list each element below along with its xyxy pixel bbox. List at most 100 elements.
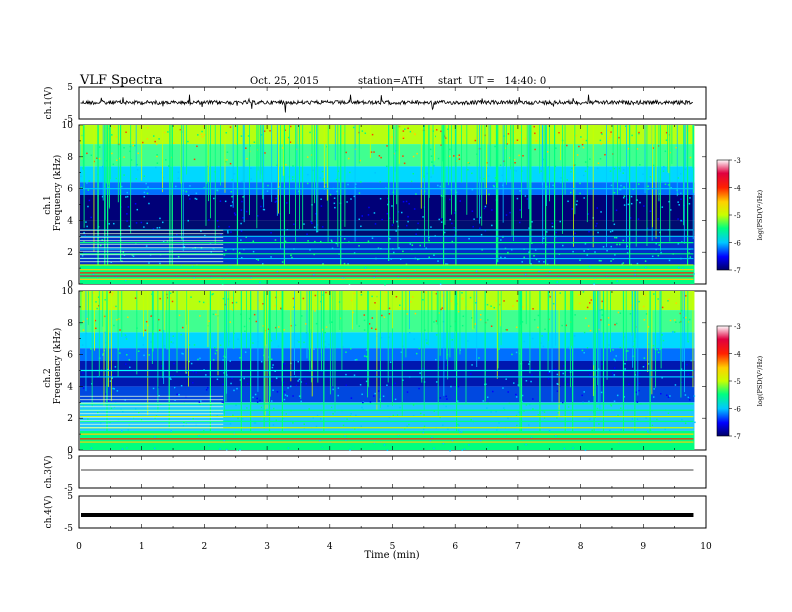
- spectrogram-speckle: [596, 222, 598, 225]
- spectrogram-speckle: [489, 143, 491, 145]
- spectrogram-speckle: [120, 408, 122, 411]
- spectrogram-speckle: [636, 199, 638, 201]
- spectrogram-speckle: [201, 130, 203, 133]
- spectrogram-speckle: [688, 202, 691, 205]
- spectrogram-speckle: [415, 352, 418, 355]
- spectrogram-speckle: [169, 297, 172, 299]
- spectrogram-speckle: [523, 410, 525, 412]
- spectrogram-speckle: [684, 168, 687, 171]
- spectrogram-speckle: [653, 388, 655, 390]
- spectrogram-speckle: [556, 390, 559, 392]
- spectrogram-speckle: [231, 204, 233, 207]
- spectrogram-speckle: [490, 325, 493, 327]
- spectrogram-speckle: [446, 398, 448, 400]
- date-label: Oct. 25, 2015: [250, 76, 319, 87]
- spectrogram-speckle: [397, 275, 399, 278]
- spectrogram-speckle: [269, 130, 271, 132]
- spectrogram-speckle: [300, 447, 302, 450]
- spectrogram-speckle: [256, 149, 259, 151]
- spectrogram-speckle: [160, 365, 163, 367]
- spectrogram-speckle: [158, 226, 161, 229]
- spectrogram-speckle: [275, 197, 277, 200]
- spectrogram-speckle: [198, 437, 200, 439]
- spectrogram-speckle: [646, 227, 649, 230]
- spectrogram-speckle: [528, 251, 530, 254]
- spectrogram-speckle: [578, 302, 581, 305]
- spectrogram-speckle: [405, 200, 408, 203]
- spectrogram-speckle: [638, 389, 640, 392]
- spectrogram-speckle: [303, 223, 305, 225]
- spectrogram-speckle: [129, 150, 131, 153]
- spectrogram-speckle: [623, 396, 626, 398]
- spectrogram-speckle: [438, 312, 441, 314]
- spectrogram-speckle: [600, 132, 603, 134]
- spectrogram-speckle: [581, 349, 584, 352]
- spectrogram-speckle: [101, 195, 104, 198]
- spectrogram-speckle: [187, 194, 190, 197]
- spectrogram-speckle: [379, 281, 381, 283]
- spectrogram-speckle: [81, 255, 84, 257]
- spectrogram-speckle: [409, 130, 412, 133]
- spectrogram-speckle: [274, 370, 276, 372]
- spectrogram-speckle: [102, 353, 105, 355]
- spectrogram-speckle: [493, 306, 496, 309]
- spectrogram-speckle: [223, 254, 226, 256]
- spectrogram-speckle: [368, 323, 371, 325]
- spectrogram-speckle: [440, 194, 443, 197]
- spectrogram-speckle: [467, 340, 469, 342]
- spectrogram-speckle: [183, 421, 185, 424]
- spectrogram-speckle: [381, 218, 383, 221]
- spectrogram-speckle: [346, 418, 348, 420]
- spectrogram-speckle: [648, 343, 650, 346]
- spectrogram-speckle: [661, 377, 663, 379]
- spectrogram-speckle: [359, 383, 362, 386]
- spectrogram-speckle: [483, 177, 485, 180]
- spectrogram-speckle: [531, 374, 533, 376]
- spectrogram-band: [80, 310, 695, 333]
- spectrogram-speckle: [694, 421, 696, 424]
- spectrogram-speckle: [283, 391, 286, 393]
- spectrogram-speckle: [661, 206, 664, 208]
- spectrogram-speckle: [143, 195, 146, 198]
- colorbar-tick-label: -7: [734, 267, 741, 275]
- spectrogram-speckle: [684, 295, 687, 297]
- spectrogram-speckle: [548, 430, 551, 432]
- spectrogram-speckle: [221, 283, 224, 285]
- spectrogram-speckle: [103, 315, 106, 318]
- spectrogram-speckle: [437, 260, 439, 262]
- spectrogram-speckle: [144, 329, 147, 332]
- spectrogram-speckle: [368, 206, 370, 209]
- spectrogram-speckle: [202, 301, 205, 304]
- spectrogram-speckle: [275, 377, 278, 380]
- spectrogram-speckle: [189, 198, 191, 200]
- spectrogram-speckle: [313, 226, 316, 229]
- spectrogram-speckle: [443, 231, 446, 234]
- spectrogram-speckle: [125, 131, 127, 134]
- spectrogram-speckle: [128, 225, 131, 228]
- spectrogram-speckle: [534, 148, 536, 151]
- spectrogram-speckle: [661, 334, 664, 336]
- spectrogram-speckle: [292, 422, 294, 424]
- spectrogram-speckle: [310, 220, 312, 223]
- spectrogram-speckle: [582, 291, 585, 293]
- spectrogram-speckle: [677, 218, 679, 220]
- spectrogram-speckle: [345, 384, 347, 386]
- spectrogram-speckle: [302, 297, 305, 300]
- spectrogram-speckle: [639, 164, 641, 166]
- spectrogram-speckle: [95, 327, 97, 330]
- spectrogram-speckle: [516, 139, 519, 141]
- spectrogram-speckle: [591, 429, 593, 431]
- spectrogram-speckle: [639, 279, 641, 282]
- spectrogram-speckle: [196, 145, 198, 148]
- spectrogram-speckle: [652, 164, 655, 167]
- spectrogram-speckle: [626, 245, 629, 247]
- spectrogram-speckle: [453, 155, 455, 157]
- spectrogram-speckle: [377, 390, 380, 392]
- spectrogram-speckle: [461, 292, 463, 294]
- spectrogram-speckle: [112, 163, 115, 166]
- spectrogram-speckle: [275, 200, 277, 203]
- spectrogram-speckle: [214, 352, 217, 355]
- spectrogram-speckle: [619, 243, 621, 246]
- spectrogram-speckle: [449, 148, 451, 151]
- spectrogram-speckle: [281, 147, 284, 149]
